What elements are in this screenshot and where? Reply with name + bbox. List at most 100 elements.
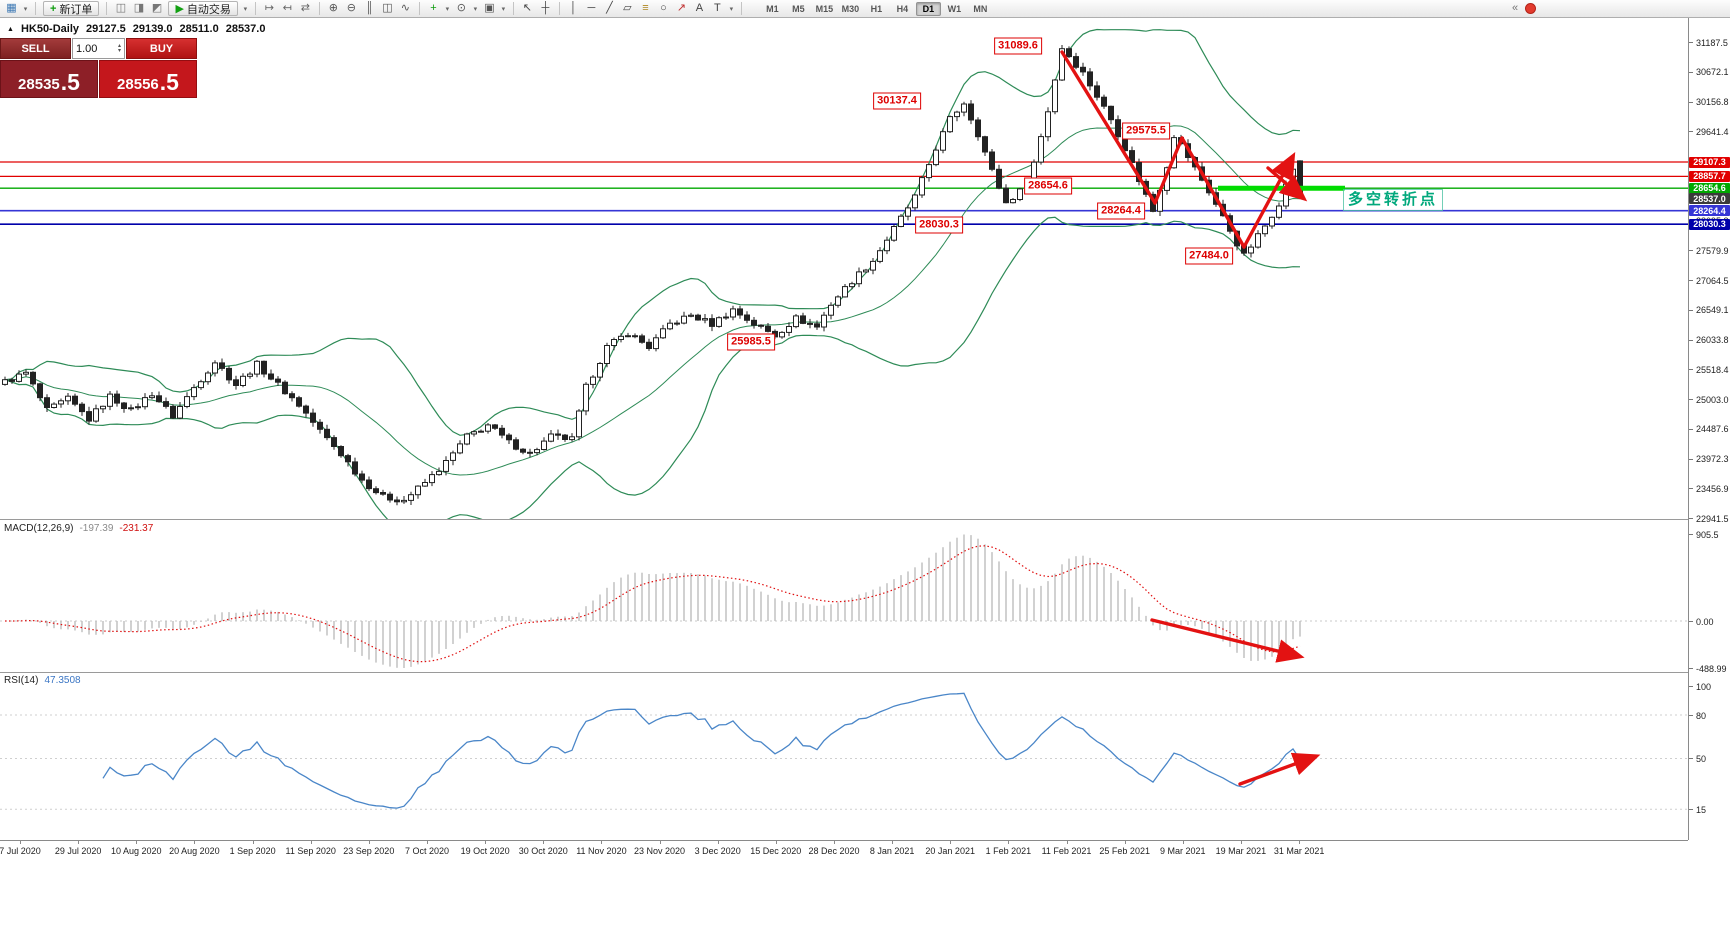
timeframe-h1[interactable]: H1 [870, 3, 883, 14]
candle-body [114, 393, 120, 404]
trend-arrow[interactable] [1180, 136, 1246, 249]
indicators-dropdown-icon[interactable]: ▾ [445, 5, 450, 13]
rsi-panel[interactable] [0, 673, 1688, 839]
scale-tick-mark [1689, 339, 1693, 341]
bar-chart-icon[interactable]: ║ [365, 2, 374, 14]
turning-point-note[interactable]: 多空转折点 [1343, 189, 1444, 211]
auto-trading-button[interactable]: ▶ 自动交易 [168, 1, 238, 16]
channel-icon[interactable]: ▱ [623, 2, 632, 14]
rsi-panel-separator[interactable] [0, 672, 1730, 673]
timeframe-d1[interactable]: D1 [915, 1, 941, 16]
buy-button[interactable]: BUY [126, 38, 197, 59]
text-label-icon[interactable]: T [714, 2, 721, 14]
time-axis[interactable]: 7 Jul 2020 29 Jul 2020 10 Aug 2020 20 Aug 2… [0, 840, 1688, 858]
chart-collapse-icon[interactable]: ▲ [7, 25, 14, 33]
templates-dropdown-icon[interactable]: ▾ [501, 5, 506, 13]
macd-panel-separator[interactable] [0, 519, 1730, 520]
candle-body [870, 260, 876, 271]
timeframe-m15[interactable]: M15 [815, 3, 834, 14]
timeframe-w1[interactable]: W1 [947, 3, 962, 14]
auto-trading-dropdown-icon[interactable]: ▾ [243, 5, 248, 13]
price-annotation[interactable]: 27484.0 [1185, 247, 1233, 265]
vertical-line-icon[interactable]: │ [569, 2, 577, 14]
objects-dropdown-icon[interactable]: ▾ [729, 5, 734, 13]
price-annotation[interactable]: 25985.5 [727, 333, 775, 351]
candle-body [1290, 168, 1296, 185]
trendline-icon[interactable]: ╱ [606, 2, 613, 14]
trend-arrow[interactable] [1060, 50, 1157, 205]
periods-icon[interactable]: ⊙ [456, 2, 467, 14]
candle-body [1248, 246, 1254, 254]
macd-panel[interactable] [0, 521, 1688, 671]
timeframe-mn[interactable]: MN [973, 3, 988, 14]
indicators-icon[interactable]: + [430, 2, 437, 14]
price-annotation[interactable]: 28030.3 [915, 216, 963, 234]
candle-body [618, 335, 624, 340]
bollinger-lower-band [4, 216, 1301, 519]
candle-body [100, 405, 106, 410]
chart-window-icon[interactable]: ▦ [6, 2, 17, 14]
scroll-to-end-icon[interactable]: ↦ [264, 2, 275, 14]
buy-price[interactable]: 28556.5 [99, 60, 197, 98]
spinner-down-icon[interactable]: ▾ [117, 47, 121, 54]
zoom-in-icon[interactable]: ⊕ [328, 2, 339, 14]
trend-arrow[interactable] [1266, 166, 1308, 202]
price-annotation[interactable]: 28654.6 [1024, 177, 1072, 195]
timeframe-m1[interactable]: M1 [766, 3, 779, 14]
trend-arrow[interactable] [1153, 136, 1184, 205]
price-annotation[interactable]: 28264.4 [1097, 202, 1145, 220]
data-window-icon[interactable]: ◨ [133, 2, 145, 14]
arrows-tool-icon[interactable]: ↗ [676, 2, 687, 14]
price-annotation[interactable]: 30137.4 [873, 92, 921, 110]
volume-spinner[interactable]: ▴ ▾ [117, 42, 121, 54]
main-chart[interactable] [0, 18, 1688, 519]
trend-arrow[interactable] [1242, 152, 1296, 249]
candle-body [303, 405, 309, 414]
sell-button[interactable]: SELL [0, 38, 71, 59]
periods-dropdown-icon[interactable]: ▾ [473, 5, 478, 13]
chart-shift-icon[interactable]: ⇄ [300, 2, 311, 14]
candlestick-chart-icon[interactable]: ◫ [382, 2, 393, 14]
chart-window-dropdown-icon[interactable]: ▾ [23, 5, 28, 13]
trend-arrow[interactable] [1150, 618, 1305, 663]
market-watch-icon[interactable]: ◫ [115, 2, 127, 14]
candle-body [37, 383, 43, 399]
candle-body [1017, 188, 1023, 200]
timeframe-m30[interactable]: M30 [841, 3, 860, 14]
candle-body [471, 431, 477, 435]
date-label: 19 Mar 2021 [1215, 846, 1267, 856]
price-annotation[interactable]: 29575.5 [1122, 122, 1170, 140]
candle-body [324, 428, 330, 439]
shapes-icon[interactable]: ○ [660, 2, 667, 14]
text-tool-icon[interactable]: A [695, 2, 704, 14]
price-annotation[interactable]: 31089.6 [994, 37, 1042, 55]
trend-arrow[interactable] [1238, 752, 1321, 786]
templates-icon[interactable]: ▣ [484, 2, 495, 14]
sell-price[interactable]: 28535.5 [0, 60, 98, 98]
alert-dot-icon[interactable] [1525, 2, 1537, 14]
auto-scroll-icon[interactable]: ↤ [282, 2, 293, 14]
candle-body [520, 448, 526, 453]
spinner-up-icon[interactable]: ▴ [117, 42, 121, 49]
date-tick-mark [543, 841, 545, 844]
timeframe-m5[interactable]: M5 [792, 3, 805, 14]
fibonacci-icon[interactable]: ≡ [642, 2, 649, 14]
horizontal-line-icon[interactable]: ─ [587, 2, 596, 14]
line-chart-icon[interactable]: ∿ [400, 2, 411, 14]
collapse-toolbar-icon[interactable]: « [1512, 2, 1519, 14]
buy-price-frac: .5 [159, 69, 179, 95]
timeframe-h4[interactable]: H4 [896, 3, 909, 14]
price-scale[interactable]: 31187.530672.130156.829641.429126.028610… [1689, 18, 1730, 840]
volume-input[interactable]: 1.00 ▴ ▾ [72, 38, 125, 59]
date-tick-mark [717, 841, 719, 844]
cursor-icon[interactable]: ↖ [522, 2, 533, 14]
crosshair-icon[interactable]: ┼ [541, 2, 550, 14]
navigator-icon[interactable]: ◩ [151, 2, 163, 14]
candle-body [86, 411, 92, 422]
candle-body [254, 360, 260, 375]
macd-label: MACD(12,26,9) -197.39 -231.37 [4, 523, 153, 534]
date-tick-mark [1299, 841, 1301, 844]
new-order-button[interactable]: + 新订单 [43, 1, 100, 16]
candle-body [429, 474, 435, 484]
zoom-out-icon[interactable]: ⊖ [346, 2, 357, 14]
